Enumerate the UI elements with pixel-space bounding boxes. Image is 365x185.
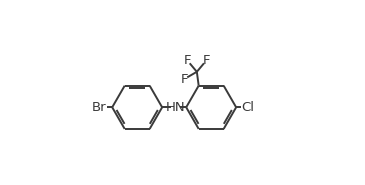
Text: F: F [202, 54, 210, 67]
Text: F: F [181, 73, 188, 85]
Text: F: F [184, 54, 191, 67]
Text: Cl: Cl [242, 101, 255, 114]
Text: HN: HN [166, 101, 186, 114]
Text: Br: Br [92, 101, 106, 114]
